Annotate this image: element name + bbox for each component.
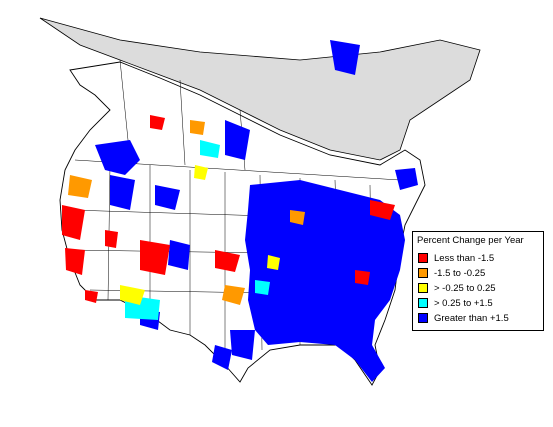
legend-title: Percent Change per Year <box>417 235 524 246</box>
map-legend: Percent Change per Year Less than -1.5 -… <box>412 231 544 331</box>
decrease-strong-regions <box>62 115 395 303</box>
legend-label: > 0.25 to +1.5 <box>434 297 493 309</box>
legend-item-greater-than: Greater than +1.5 <box>418 312 509 324</box>
legend-item-stable: > -0.25 to 0.25 <box>418 282 496 294</box>
decrease-moderate-regions <box>68 120 305 305</box>
legend-swatch-yellow <box>418 283 428 293</box>
legend-swatch-cyan <box>418 298 428 308</box>
legend-item-moderate-decrease: -1.5 to -0.25 <box>418 267 485 279</box>
legend-swatch-blue <box>418 313 428 323</box>
legend-label: Greater than +1.5 <box>434 312 509 324</box>
stable-regions <box>120 165 280 305</box>
increase-strong-regions <box>95 40 418 382</box>
no-data-region <box>39 17 481 161</box>
legend-swatch-orange <box>418 268 428 278</box>
legend-swatch-red <box>418 253 428 263</box>
legend-label: -1.5 to -0.25 <box>434 267 486 279</box>
legend-item-less-than: Less than -1.5 <box>418 252 494 264</box>
legend-item-moderate-increase: > 0.25 to +1.5 <box>418 297 493 309</box>
legend-label: > -0.25 to 0.25 <box>434 282 496 294</box>
legend-label: Less than -1.5 <box>434 252 495 264</box>
